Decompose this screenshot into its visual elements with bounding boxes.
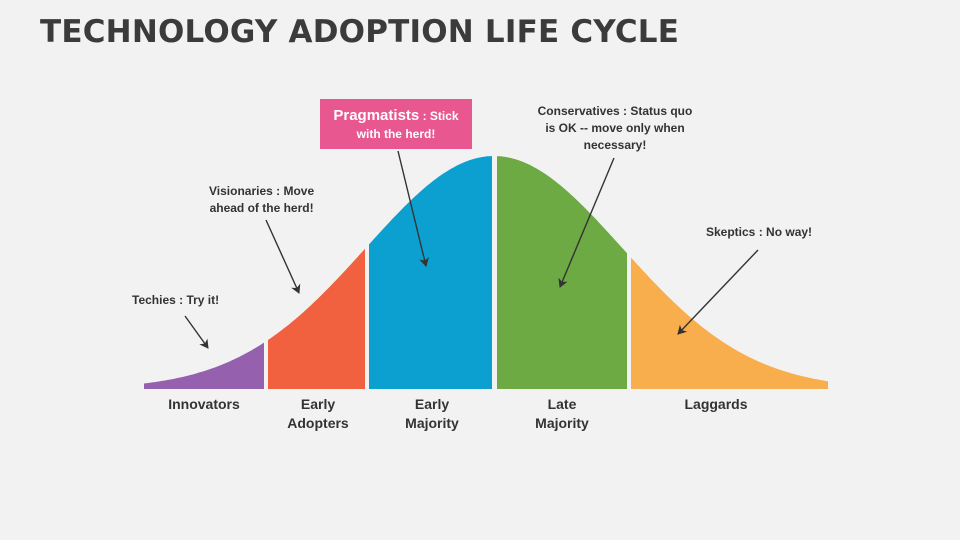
- conservatives-note: Conservatives : Status quo is OK -- move…: [533, 103, 697, 154]
- pragmatists-arrow: [397, 150, 429, 267]
- segment-label-early-majority: Early Majority: [405, 396, 459, 431]
- segment-label-early-adopters: Early Adopters: [287, 396, 349, 431]
- visionaries-line1: Visionaries : Move: [209, 184, 315, 198]
- pragmatists-line2: with the herd!: [356, 126, 436, 141]
- segment-label-laggards: Laggards: [684, 396, 748, 412]
- visionaries-arrow: [265, 219, 301, 294]
- pragmatists-name: Pragmatists: [333, 106, 420, 124]
- skeptics-arrow: [677, 249, 759, 335]
- visionaries-note: Visionaries : Move ahead of the herd!: [209, 183, 314, 217]
- skeptics-text: Skeptics : No way!: [706, 225, 813, 239]
- techies-text: Techies : Try it!: [132, 293, 220, 307]
- conservatives-line1: Conservatives : Status quo: [537, 104, 693, 118]
- segment-innovators: [144, 342, 264, 389]
- techies-note: Techies : Try it!: [132, 292, 219, 309]
- visionaries-line2: ahead of the herd!: [209, 201, 314, 215]
- segment-label-late-majority: Late Majority: [535, 396, 589, 431]
- conservatives-line3: necessary!: [583, 138, 647, 152]
- pragmatists-separator: :: [419, 108, 430, 123]
- conservatives-arrow: [558, 157, 615, 288]
- pragmatists-rest: Stick: [429, 108, 459, 123]
- page-title: TECHNOLOGY ADOPTION LIFE CYCLE: [40, 14, 680, 50]
- segment-early-adopters: [268, 248, 365, 389]
- pragmatists-line1: Pragmatists : Stick: [320, 106, 472, 126]
- techies-arrow: [184, 315, 209, 349]
- skeptics-note: Skeptics : No way!: [706, 224, 812, 241]
- segment-label-innovators: Innovators: [168, 396, 240, 412]
- segment-laggards: [631, 257, 828, 389]
- conservatives-line2: is OK -- move only when: [545, 121, 685, 135]
- segment-late-majority: [497, 156, 627, 389]
- pragmatists-callout: Pragmatists : Stick with the herd!: [320, 99, 472, 149]
- segment-early-majority: [369, 156, 492, 389]
